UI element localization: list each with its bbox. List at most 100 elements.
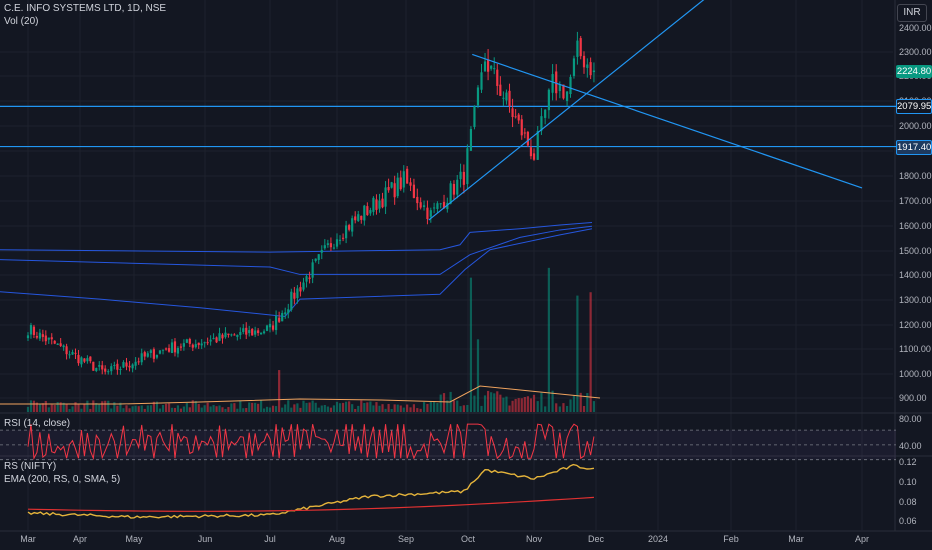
candle-body [271,325,275,330]
volume-bar [354,408,357,412]
rsi-legend: RSI (14, close) [4,418,71,429]
volume-bar [572,395,576,412]
candle-body [416,196,419,204]
volume-bar [452,400,456,412]
candle-body [378,200,381,209]
volume-bar [387,403,390,412]
volume-bar [416,408,419,412]
candle-body [125,362,128,367]
volume-bar [412,404,416,412]
volume-bar [338,403,342,412]
candle-body [281,313,284,322]
volume-bar [446,400,449,412]
volume-bar [53,405,56,412]
candle-body [390,182,393,188]
candle-body [341,237,345,239]
rs-ema-line [27,496,594,512]
volume-bar [41,403,44,412]
volume-bar [348,401,351,412]
volume-bar [317,407,320,412]
volume-bar [248,402,251,412]
volume-bar [569,399,572,412]
volume-bar [390,408,393,412]
candle-body [459,171,462,180]
horizontal-levels[interactable] [0,105,896,148]
volume-bar [305,402,308,412]
volume-bar [558,406,561,412]
candle-body [248,330,251,334]
volume-bar [462,405,465,412]
price-tick-label: 1100.00 [899,344,931,354]
volume-bar [134,405,137,412]
price-candles[interactable] [26,31,596,375]
volume-bar [439,394,442,412]
candle-body [35,335,39,338]
candle-body [116,363,119,370]
candle-body [251,329,254,336]
candle-body [351,218,354,232]
candle-body [536,131,539,160]
time-tick-label: May [125,534,143,544]
volume-bar [194,401,197,412]
volume-bar [536,401,539,412]
candle-body [514,116,517,118]
candle-body [555,71,558,94]
candle-body [296,288,299,299]
currency-selector[interactable]: INR [897,4,927,22]
volume-bar [308,402,311,412]
volume-bar [110,408,113,412]
candle-body [511,108,514,118]
volume-bar [529,398,533,412]
volume-bar [146,405,149,412]
candle-body [302,282,305,290]
volume-bar [555,403,558,412]
volume-bar [419,408,422,412]
candle-body [290,291,293,310]
rsi-tick-label: 40.00 [899,441,922,451]
time-tick-label: Jul [264,534,276,544]
volume-bar [511,400,514,412]
rsi-line [27,423,595,461]
candle-body [523,132,526,134]
time-tick-label: Aug [329,534,345,544]
volume-bar [221,407,224,412]
volume-bar [143,408,146,412]
candle-body [230,334,233,336]
candle-body [215,337,218,343]
volume-bar [83,404,86,412]
candle-body [265,325,269,331]
volume-bar [490,392,493,412]
volume-bar [323,404,326,412]
volume-bar [119,402,122,412]
volume-bar [259,400,263,412]
candle-body [369,210,372,214]
candle-body [372,197,375,212]
volume-bar [399,405,402,412]
volume-bar [523,396,526,412]
rs-legend: RS (NIFTY) [4,461,57,472]
volume-bar [332,405,336,412]
candle-body [396,177,399,197]
volume-bar [254,402,257,412]
volume-bar [92,400,95,412]
volume-bar [351,404,354,412]
volume-bar [233,403,236,412]
time-tick-label: Feb [723,534,739,544]
volume-bar [152,401,155,412]
volume-bar [62,402,65,412]
candle-body [110,366,113,372]
candle-body [176,347,180,354]
candle-body [493,68,496,70]
volume-bar [592,401,596,412]
volume-bar [360,400,363,412]
volume-bar [257,403,260,412]
volume-bar [290,407,293,412]
candle-body [572,58,576,76]
trendlines[interactable] [428,0,863,221]
candle-body [375,199,378,210]
vwap-bands [0,222,593,317]
candle-body [348,225,351,230]
price-tick-label: 1000.00 [899,369,932,379]
candle-body [80,357,83,365]
